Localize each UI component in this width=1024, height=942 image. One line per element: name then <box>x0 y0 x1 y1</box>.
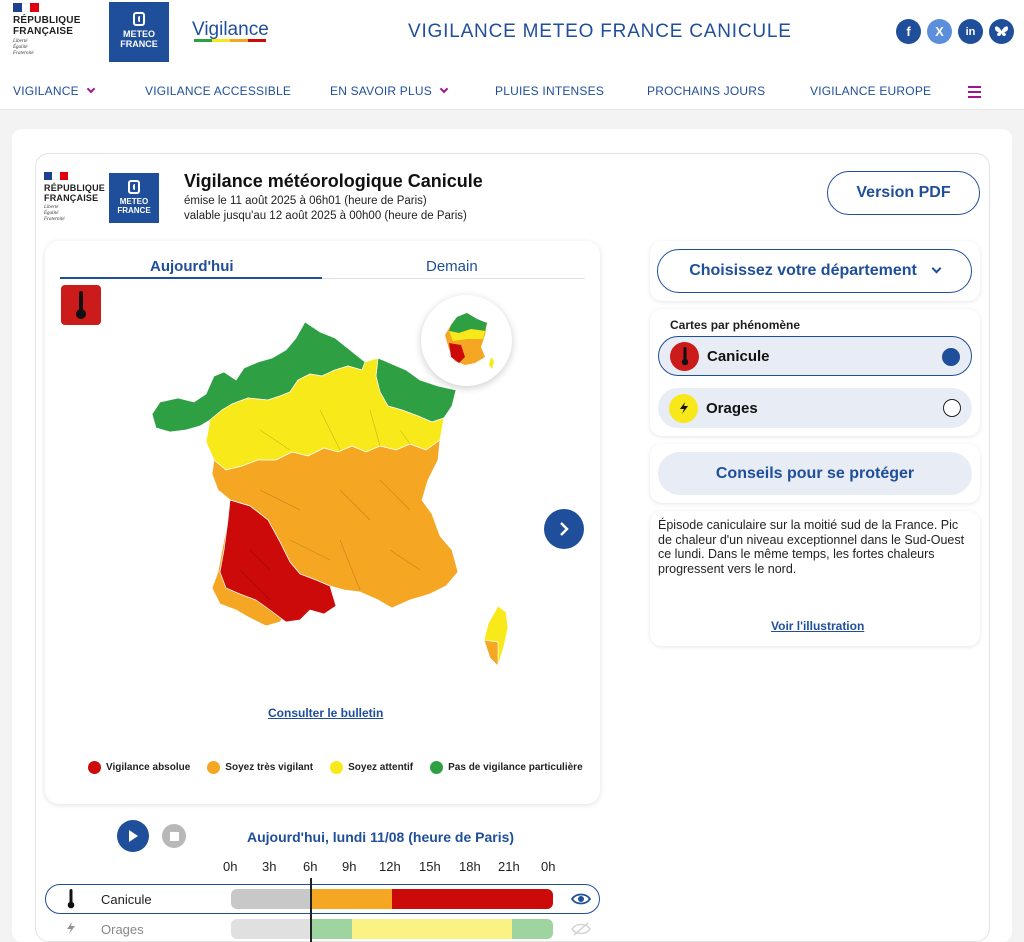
france-vigilance-map[interactable] <box>140 310 530 680</box>
hour-label: 6h <box>303 859 318 874</box>
thermometer-icon <box>67 888 75 915</box>
hour-label: 0h <box>223 859 238 874</box>
site-title: VIGILANCE METEO FRANCE CANICULE <box>408 21 792 42</box>
eye-off-icon[interactable] <box>571 922 591 941</box>
hour-label: 15h <box>419 859 441 874</box>
hour-label: 21h <box>498 859 520 874</box>
phenomenon-canicule[interactable]: Canicule <box>658 336 972 376</box>
situation-description: Épisode caniculaire sur la moitié sud de… <box>658 518 965 576</box>
legend-item-green: Pas de vigilance particulière <box>430 761 583 774</box>
lightning-icon <box>669 393 698 423</box>
timeline-segment-orange <box>311 889 392 909</box>
hour-label: 0h <box>541 859 556 874</box>
radio-selected[interactable] <box>942 348 960 366</box>
timeline-title: Aujourd'hui, lundi 11/08 (heure de Paris… <box>247 829 515 845</box>
timeline-segment-yellow <box>352 919 512 939</box>
nav-vigilance-accessible[interactable]: VIGILANCE ACCESSIBLE <box>145 84 292 98</box>
tab-tomorrow[interactable]: Demain <box>426 258 478 275</box>
yellow-dot-icon <box>330 761 344 774</box>
canicule-thermometer-icon <box>61 285 101 325</box>
next-map-button[interactable] <box>544 509 584 549</box>
hour-label: 18h <box>459 859 481 874</box>
tab-today[interactable]: Aujourd'hui <box>150 258 234 275</box>
vigilance-brand[interactable]: Vigilance <box>192 19 269 40</box>
social-links: f X in <box>896 19 1014 44</box>
site-header: RÉPUBLIQUE FRANÇAISE Liberté Égalité Frater… <box>0 0 1024 64</box>
red-dot-icon <box>88 761 101 774</box>
timeline-label-orages[interactable]: Orages <box>101 922 144 937</box>
republique-francaise-logo-small: RÉPUBLIQUE FRANÇAISE Liberté Égalité Frater… <box>44 172 106 223</box>
consult-bulletin-link[interactable]: Consulter le bulletin <box>268 706 384 720</box>
timeline-segment-green <box>512 919 553 939</box>
chevron-down-icon <box>439 84 449 94</box>
timeline-segment-green <box>311 919 352 939</box>
hour-label: 12h <box>379 859 401 874</box>
chevron-down-icon <box>86 84 96 94</box>
timeline-segment-red <box>392 889 553 909</box>
eye-icon[interactable] <box>570 892 592 911</box>
menu-icon[interactable] <box>968 86 981 101</box>
linkedin-icon[interactable]: in <box>958 19 983 44</box>
phenomenon-orages[interactable]: Orages <box>658 388 972 428</box>
timeline-segment-past <box>231 889 311 909</box>
hour-label: 3h <box>262 859 277 874</box>
legend-item-red: Vigilance absolue <box>88 761 190 774</box>
meteo-france-symbol-icon <box>128 180 140 194</box>
bulletin-valid: valable jusqu'au 12 août 2025 à 00h00 (h… <box>184 210 467 222</box>
stop-button[interactable] <box>162 824 186 848</box>
tab-divider <box>322 278 585 279</box>
timeline-label-canicule: Canicule <box>101 892 152 907</box>
nav-en-savoir-plus[interactable]: EN SAVOIR PLUS <box>330 84 449 98</box>
timeline-segment-past <box>231 919 311 939</box>
department-card <box>650 241 980 301</box>
republique-motto: Liberté Égalité Fraternité <box>13 39 34 56</box>
play-button[interactable] <box>117 820 149 852</box>
hour-label: 9h <box>342 859 357 874</box>
french-flag-icon <box>13 3 40 12</box>
map-zone-corsica <box>483 639 499 667</box>
republique-francaise-logo[interactable]: RÉPUBLIQUE FRANÇAISE Liberté Égalité Frater… <box>13 3 93 63</box>
x-icon[interactable]: X <box>927 19 952 44</box>
bluesky-icon[interactable] <box>989 19 1014 44</box>
bulletin-issued: émise le 11 août 2025 à 06h01 (heure de … <box>184 195 427 207</box>
description-card <box>650 511 980 646</box>
legend-item-yellow: Soyez attentif <box>330 761 413 774</box>
vigilance-brand-colorbar <box>194 39 266 42</box>
thermometer-icon <box>670 341 699 371</box>
meteo-france-logo-small: METEO FRANCE <box>109 173 159 223</box>
orange-dot-icon <box>207 761 221 774</box>
department-select-button[interactable]: Choisissez votre département <box>657 249 972 293</box>
tab-active-indicator <box>60 277 322 279</box>
lightning-icon <box>65 921 77 940</box>
department-borders <box>239 409 421 601</box>
green-dot-icon <box>430 761 444 774</box>
meteo-france-symbol-icon <box>133 12 145 26</box>
republique-text: RÉPUBLIQUE FRANÇAISE <box>13 15 81 37</box>
pdf-version-button[interactable]: Version PDF <box>827 171 980 215</box>
phenomena-title: Cartes par phénomène <box>670 318 801 332</box>
radio-unselected[interactable] <box>943 399 961 417</box>
meteo-france-logo[interactable]: METEO FRANCE <box>109 2 169 62</box>
nav-vigilance-europe[interactable]: VIGILANCE EUROPE <box>810 84 932 98</box>
timeline-cursor[interactable] <box>310 878 312 942</box>
nav-prochains-jours[interactable]: PROCHAINS JOURS <box>647 84 766 98</box>
legend-item-orange: Soyez très vigilant <box>207 761 313 774</box>
nav-pluies-intenses[interactable]: PLUIES INTENSES <box>495 84 605 98</box>
facebook-icon[interactable]: f <box>896 19 921 44</box>
french-flag-icon <box>44 172 68 180</box>
bulletin-title: Vigilance météorologique Canicule <box>184 171 483 191</box>
map-legend: Vigilance absolue Soyez très vigilant So… <box>88 761 600 774</box>
main-nav: VIGILANCE VIGILANCE ACCESSIBLE EN SAVOIR… <box>0 64 1024 110</box>
illustration-link[interactable]: Voir l'illustration <box>771 619 865 633</box>
advice-button[interactable]: Conseils pour se protéger <box>658 452 972 495</box>
nav-vigilance[interactable]: VIGILANCE <box>13 84 96 98</box>
chevron-down-icon <box>931 263 942 273</box>
map-zone-red <box>219 499 337 623</box>
overseas-mini-map[interactable] <box>421 295 512 386</box>
